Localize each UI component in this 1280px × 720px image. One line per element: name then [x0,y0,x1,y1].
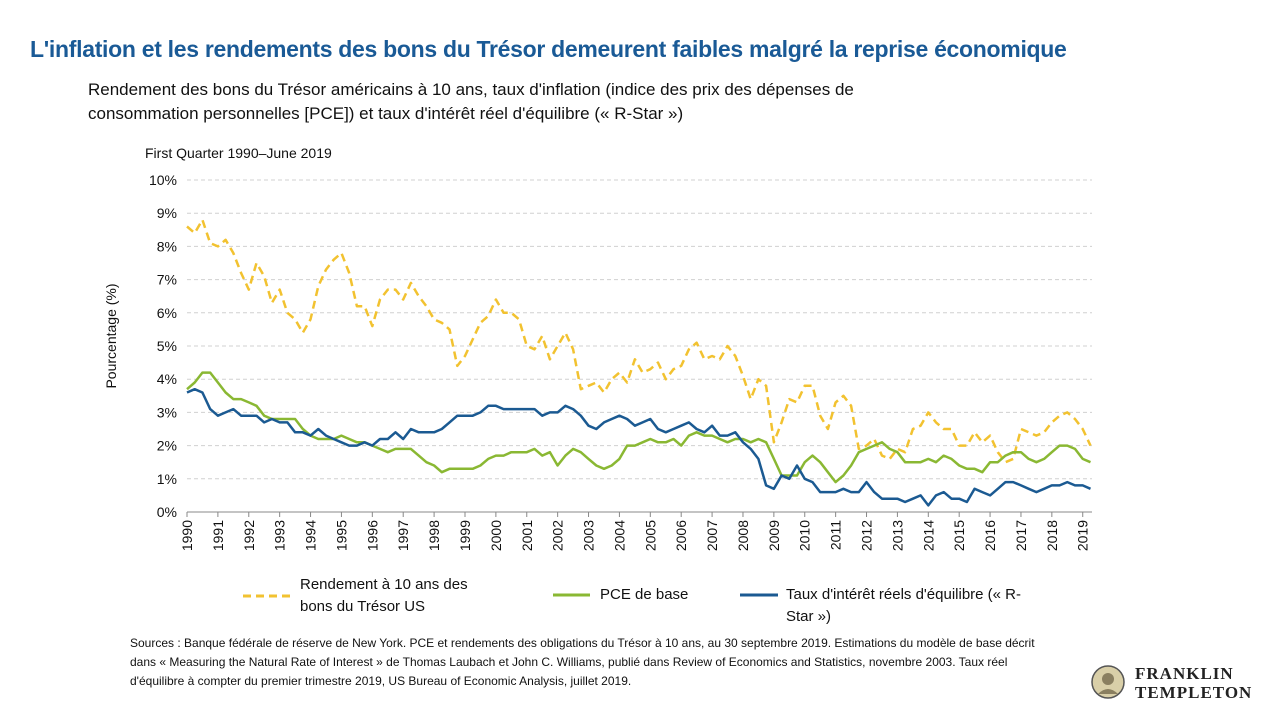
logo-line: FRANKLIN [1135,664,1234,683]
subtitle: Rendement des bons du Trésor américains … [88,80,854,123]
x-tick-label: 1993 [272,520,288,551]
x-tick-label: 1995 [333,520,349,551]
x-tick-label: 2000 [488,520,504,551]
x-tick-label: 1998 [426,520,442,551]
y-tick-label: 1% [157,471,177,487]
x-tick-label: 1997 [395,520,411,551]
x-tick-label: 2012 [859,520,875,551]
x-tick-label: 2009 [766,520,782,551]
y-tick-label: 2% [157,438,177,454]
y-tick-label: 3% [157,404,177,420]
x-tick-label: 2013 [889,520,905,551]
logo-icon [1091,665,1125,699]
y-tick-label: 0% [157,504,177,520]
x-tick-label: 1996 [364,520,380,551]
series-line [186,218,1092,464]
x-tick-label: 2001 [519,520,535,551]
x-tick-label: 1994 [303,520,319,551]
x-tick-label: 1999 [457,520,473,551]
x-tick-label: 2007 [704,520,720,551]
title: L'inflation et les rendements des bons d… [30,36,1067,62]
y-tick-label: 7% [157,272,177,288]
y-tick-label: 4% [157,371,177,387]
x-tick-label: 2005 [642,520,658,551]
x-tick-label: 2006 [673,520,689,551]
chart-subtitle: First Quarter 1990–June 2019 [145,145,332,161]
x-tick-label: 2002 [550,520,566,551]
x-tick-label: 1990 [179,520,195,551]
x-tick-label: 2014 [920,520,936,551]
y-tick-label: 10% [149,172,177,188]
y-tick-label: 9% [157,205,177,221]
legend-label: Taux d'intérêt réels d'équilibre (« R-St… [786,586,1022,625]
y-tick-label: 8% [157,238,177,254]
logo-line: TEMPLETON [1135,683,1253,702]
x-tick-label: 2017 [1013,520,1029,551]
x-tick-label: 2008 [735,520,751,551]
legend-label: PCE de base [600,586,689,603]
x-tick-label: 1992 [241,520,257,551]
sources: Sources : Banque fédérale de réserve de … [130,636,1035,688]
y-tick-label: 5% [157,338,177,354]
series-line [186,387,1091,507]
y-tick-label: 6% [157,305,177,321]
legend-label: Rendement à 10 ans des bons du Trésor US [300,576,468,615]
y-axis-label: Pourcentage (%) [103,283,119,388]
x-tick-label: 2018 [1044,520,1060,551]
series-line [186,371,1091,484]
x-tick-label: 1991 [210,520,226,551]
x-tick-label: 2019 [1075,520,1091,551]
x-tick-label: 2004 [611,520,627,551]
x-tick-label: 2015 [951,520,967,551]
x-tick-label: 2010 [797,520,813,551]
x-tick-label: 2003 [581,520,597,551]
logo-text: FRANKLIN TEMPLETON [1135,664,1252,702]
x-tick-label: 2016 [982,520,998,551]
x-tick-label: 2011 [828,520,844,550]
